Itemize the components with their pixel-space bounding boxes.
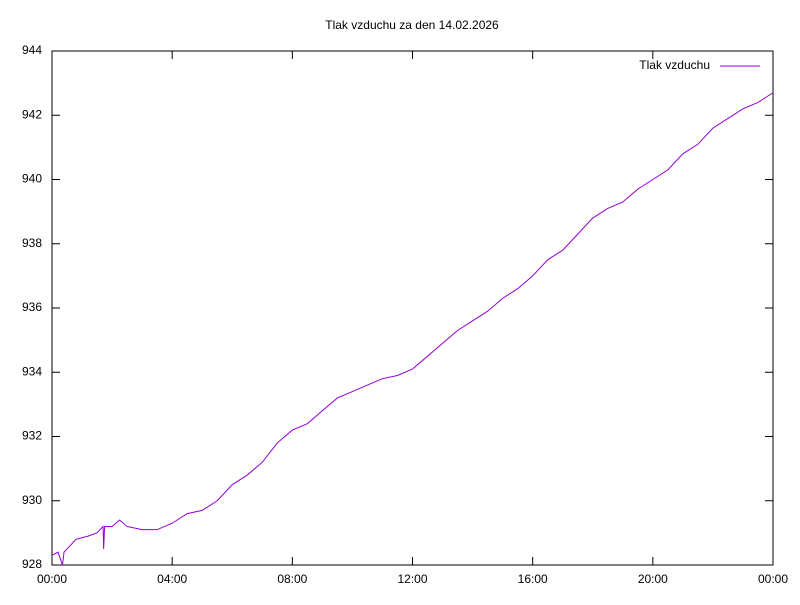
y-tick-label: 932 bbox=[22, 429, 42, 443]
x-tick-label: 12:00 bbox=[397, 572, 427, 586]
x-tick-label: 00:00 bbox=[758, 572, 788, 586]
y-tick-label: 938 bbox=[22, 236, 42, 250]
y-tick-label: 940 bbox=[22, 172, 42, 186]
legend-label: Tlak vzduchu bbox=[639, 58, 710, 72]
y-tick-label: 942 bbox=[22, 107, 42, 121]
y-tick-label: 934 bbox=[22, 364, 42, 378]
x-tick-label: 08:00 bbox=[277, 572, 307, 586]
x-tick-label: 16:00 bbox=[518, 572, 548, 586]
data-line bbox=[51, 92, 774, 566]
y-tick-label: 944 bbox=[22, 43, 42, 57]
x-tick-label: 00:00 bbox=[37, 572, 67, 586]
y-tick-label: 930 bbox=[22, 493, 42, 507]
y-tick-label: 928 bbox=[22, 557, 42, 571]
x-tick-label: 04:00 bbox=[157, 572, 187, 586]
x-tick-label: 20:00 bbox=[638, 572, 668, 586]
y-tick-label: 936 bbox=[22, 300, 42, 314]
chart-title: Tlak vzduchu za den 14.02.2026 bbox=[325, 18, 499, 32]
